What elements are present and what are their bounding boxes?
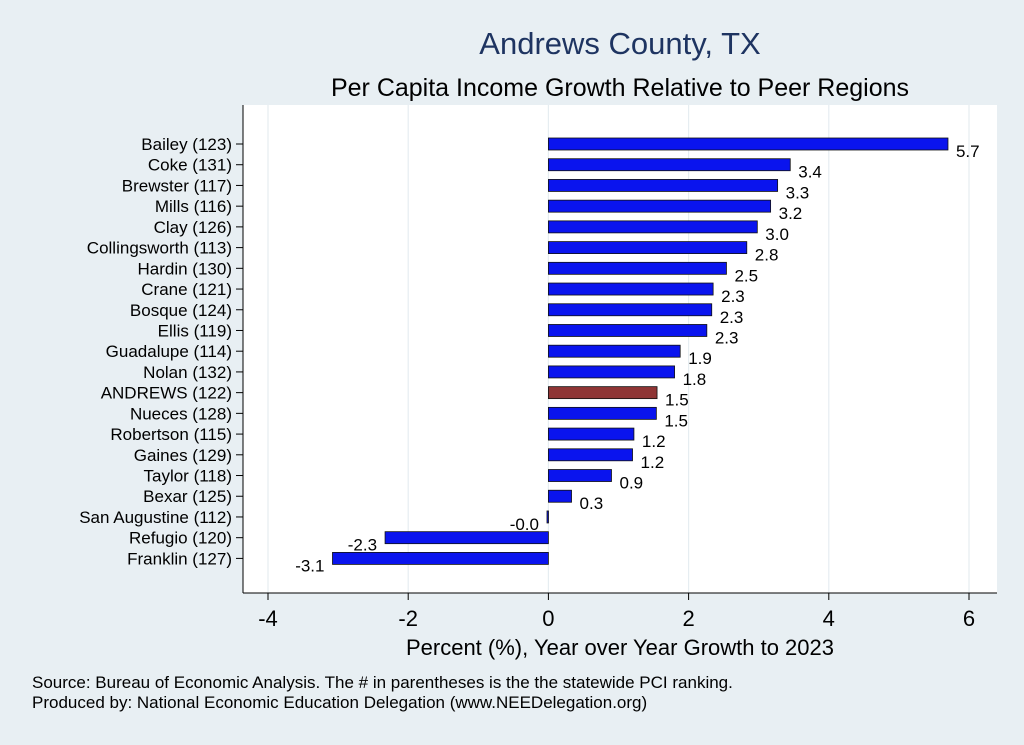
bar — [332, 552, 549, 565]
data-label: 1.8 — [683, 370, 707, 389]
category-label: Ellis (119) — [158, 321, 232, 340]
data-label: 0.9 — [619, 474, 643, 493]
data-label: 2.3 — [715, 328, 739, 347]
data-label: 1.2 — [641, 453, 665, 472]
bar — [548, 469, 612, 482]
bar — [548, 427, 635, 441]
data-label: -3.1 — [295, 556, 324, 575]
x-tick-label: -2 — [398, 606, 418, 631]
bar — [548, 324, 708, 337]
category-label: Bexar (125) — [143, 487, 232, 506]
data-label: 1.2 — [642, 432, 666, 451]
category-label: Bosque (124) — [130, 301, 232, 320]
source-note: Source: Bureau of Economic Analysis. The… — [32, 673, 733, 692]
data-label: 0.3 — [580, 494, 604, 513]
bar — [548, 448, 633, 462]
category-label: ANDREWS (122) — [101, 384, 232, 403]
data-label: 2.8 — [755, 246, 779, 265]
x-tick-label: 2 — [682, 606, 694, 631]
x-tick-label: 6 — [963, 606, 975, 631]
producer-note: Produced by: National Economic Education… — [32, 693, 648, 712]
bar — [548, 489, 572, 503]
bar — [548, 179, 779, 192]
bar — [548, 220, 758, 234]
bar — [546, 510, 549, 524]
bar — [548, 303, 713, 317]
category-label: Brewster (117) — [122, 176, 232, 195]
bar — [548, 158, 791, 172]
data-label: 3.3 — [786, 183, 810, 202]
category-label: Coke (131) — [148, 156, 232, 175]
bar — [548, 344, 681, 358]
data-label: -0.0 — [510, 515, 539, 534]
category-label: San Augustine (112) — [79, 508, 232, 527]
x-tick-label: -4 — [258, 606, 278, 631]
category-label: Nueces (128) — [130, 404, 232, 423]
category-label: Gaines (129) — [134, 446, 232, 465]
category-label: Bailey (123) — [141, 135, 232, 154]
chart-subtitle: Per Capita Income Growth Relative to Pee… — [330, 74, 910, 102]
category-label: Crane (121) — [141, 280, 232, 299]
bar — [548, 241, 748, 255]
category-label: Refugio (120) — [129, 529, 232, 548]
bar — [548, 137, 949, 151]
chart-title: Andrews County, TX — [479, 26, 761, 61]
bar — [384, 531, 549, 545]
x-tick-label: 0 — [542, 606, 554, 631]
category-label: Hardin (130) — [138, 259, 233, 278]
category-label: Guadalupe (114) — [106, 342, 232, 361]
category-label: Franklin (127) — [127, 549, 232, 568]
data-label: 1.9 — [688, 349, 712, 368]
x-tick-label: 4 — [823, 606, 835, 631]
data-label: 3.0 — [765, 225, 789, 244]
category-label: Nolan (132) — [143, 363, 232, 382]
bar — [548, 261, 727, 275]
category-label: Collingsworth (113) — [87, 239, 232, 258]
data-label: 3.4 — [798, 163, 822, 182]
data-label: 3.2 — [779, 204, 803, 223]
data-label: 1.5 — [664, 411, 688, 430]
chart-footer: Source: Bureau of Economic Analysis. The… — [32, 673, 733, 713]
category-label: Clay (126) — [154, 218, 232, 237]
bar — [548, 282, 714, 296]
data-label: 2.5 — [734, 266, 758, 285]
data-label: 2.3 — [720, 308, 744, 327]
bar — [548, 386, 658, 400]
category-label: Robertson (115) — [110, 425, 232, 444]
data-label: 2.3 — [721, 287, 745, 306]
category-label: Taylor (118) — [144, 467, 233, 486]
category-label: Mills (116) — [155, 197, 232, 216]
bar — [548, 365, 675, 379]
data-label: 5.7 — [956, 142, 980, 161]
data-label: 1.5 — [665, 391, 689, 410]
bar — [548, 199, 772, 213]
data-label: -2.3 — [348, 536, 377, 555]
x-axis-label: Percent (%), Year over Year Growth to 20… — [406, 635, 834, 660]
bar — [548, 406, 657, 420]
